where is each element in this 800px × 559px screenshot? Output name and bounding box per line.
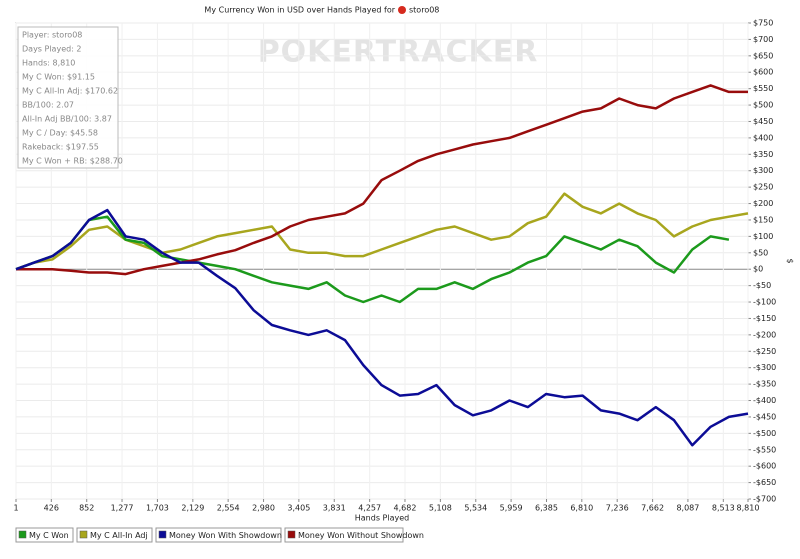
- x-tick-label: 7,236: [606, 504, 629, 513]
- y-tick-label: -$200: [753, 330, 776, 339]
- stats-text: My C Won + RB: $288.70: [22, 157, 123, 166]
- x-tick-label: 5,959: [500, 504, 523, 513]
- y-tick-label: $600: [753, 68, 773, 77]
- legend-swatch: [18, 530, 27, 539]
- stats-text: All-In Adj BB/100: 3.87: [22, 115, 112, 124]
- x-tick-label: 1,703: [146, 504, 169, 513]
- legend-label: My C Won: [29, 531, 69, 540]
- series-line: [16, 84, 748, 276]
- y-tick-label: $350: [753, 150, 773, 159]
- x-tick-label: 4,682: [394, 504, 417, 513]
- x-tick-label: 3,831: [323, 504, 346, 513]
- legend-label: My C All-In Adj: [90, 531, 148, 540]
- y-tick-label: $650: [753, 51, 773, 60]
- chart-title: My Currency Won in USD over Hands Played…: [204, 6, 395, 15]
- x-tick-label: 8,087: [676, 504, 699, 513]
- legend-swatch: [79, 530, 88, 539]
- x-tick-label: 5,534: [464, 504, 487, 513]
- legend-label: Money Won With Showdown: [169, 531, 282, 540]
- x-axis-label: Hands Played: [355, 514, 409, 523]
- y-tick-label: -$50: [753, 281, 771, 290]
- y-tick-label: $400: [753, 133, 773, 142]
- x-tick-label: 852: [79, 504, 94, 513]
- x-tick-label: 2,980: [252, 504, 275, 513]
- y-tick-label: $550: [753, 84, 773, 93]
- stats-text: My C All-In Adj: $170.62: [22, 87, 118, 96]
- y-tick-label: -$500: [753, 429, 776, 438]
- y-tick-label: $250: [753, 183, 773, 192]
- player-name: storo08: [409, 6, 439, 15]
- stats-text: My C Won: $91.15: [22, 73, 95, 82]
- y-tick-label: $300: [753, 166, 773, 175]
- y-tick-label: -$700: [753, 495, 776, 504]
- y-tick-label: -$400: [753, 396, 776, 405]
- y-axis-label: $: [786, 258, 795, 263]
- player-icon: [398, 6, 406, 14]
- x-tick-label: 426: [44, 504, 59, 513]
- legend-label: Money Won Without Showdown: [298, 531, 424, 540]
- series-line: [15, 215, 730, 304]
- y-tick-label: -$600: [753, 462, 776, 471]
- y-tick-label: $700: [753, 35, 773, 44]
- x-tick-label: 2,554: [217, 504, 240, 513]
- y-tick-label: $450: [753, 117, 773, 126]
- y-tick-label: $150: [753, 215, 773, 224]
- y-tick-label: -$250: [753, 347, 776, 356]
- x-tick-label: 8,810: [737, 504, 760, 513]
- x-tick-label: 1,277: [111, 504, 134, 513]
- x-tick-label: 4,257: [358, 504, 381, 513]
- y-tick-label: $100: [753, 232, 773, 241]
- stats-box: [17, 26, 119, 169]
- legend-box: [76, 527, 153, 543]
- y-tick-label: $200: [753, 199, 773, 208]
- x-tick-label: 6,810: [570, 504, 593, 513]
- y-tick-label: -$300: [753, 363, 776, 372]
- stats-text: Player: storo08: [22, 31, 82, 40]
- x-tick-label: 6,385: [535, 504, 558, 513]
- stats-text: Days Played: 2: [22, 45, 82, 54]
- y-tick-label: $500: [753, 101, 773, 110]
- y-tick-label: $50: [753, 248, 768, 257]
- y-tick-label: -$150: [753, 314, 776, 323]
- stats-text: BB/100: 2.07: [22, 101, 74, 110]
- y-tick-label: -$450: [753, 412, 776, 421]
- legend-box: [15, 527, 74, 543]
- y-tick-label: $750: [753, 19, 773, 28]
- x-tick-label: 5,108: [429, 504, 452, 513]
- x-tick-label: 7,662: [641, 504, 664, 513]
- series-line: [15, 208, 749, 447]
- stats-text: My C / Day: $45.58: [22, 129, 98, 138]
- legend-box: [155, 527, 282, 543]
- x-tick-label: 1: [13, 504, 18, 513]
- stats-text: Rakeback: $197.55: [22, 143, 99, 152]
- plot-area: [15, 22, 749, 500]
- y-tick-label: -$550: [753, 445, 776, 454]
- legend-box: [284, 527, 404, 543]
- y-tick-label: -$350: [753, 380, 776, 389]
- series-line: [15, 192, 749, 271]
- x-tick-label: 2,129: [181, 504, 204, 513]
- x-tick-label: 8,513: [712, 504, 735, 513]
- x-tick-label: 3,405: [287, 504, 310, 513]
- y-tick-label: $0: [753, 265, 763, 274]
- y-tick-label: -$650: [753, 478, 776, 487]
- watermark: POKERTRACKER: [258, 35, 539, 70]
- stats-text: Hands: 8,810: [22, 59, 75, 68]
- legend-swatch: [287, 530, 296, 539]
- legend-swatch: [158, 530, 167, 539]
- y-tick-label: -$100: [753, 298, 776, 307]
